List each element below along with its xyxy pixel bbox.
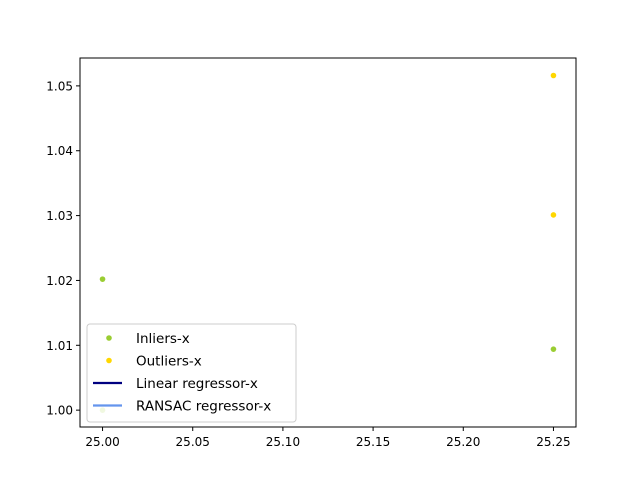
legend-label-1: Outliers-x [136,354,202,370]
x-tick-label-4: 25.20 [446,435,480,449]
y-tick-label-4: 1.04 [46,144,73,158]
point-0-0 [99,276,106,282]
y-tick-label-2: 1.02 [46,274,73,288]
point-1-1 [550,212,557,218]
x-axis: 25.00 25.05 25.10 25.15 25.20 25.25 [85,427,571,449]
legend-label-2: Linear regressor-x [136,376,258,392]
y-tick-label-1: 1.01 [46,339,73,353]
y-tick-label-3: 1.03 [46,209,73,223]
y-tick-label-5: 1.05 [46,79,73,93]
plot-frame [79,57,577,428]
legend-marker-0 [106,335,112,341]
legend: Inliers-x Outliers-x Linear regressor-x RAN… [86,323,297,423]
legend-label-3: RANSAC regressor-x [136,399,271,415]
x-tick-label-0: 25.00 [85,435,119,449]
point-0-2 [550,346,557,352]
legend-label-0: Inliers-x [136,331,190,347]
x-tick-label-5: 25.25 [536,435,570,449]
x-tick-label-1: 25.05 [176,435,210,449]
x-tick-label-2: 25.10 [266,435,300,449]
y-axis: 1.00 1.01 1.02 1.03 1.04 1.05 [46,79,80,418]
legend-box [86,323,297,423]
legend-marker-1 [106,357,112,364]
y-tick-label-0: 1.00 [46,404,73,418]
point-1-0 [550,72,557,79]
x-tick-label-3: 25.15 [356,435,390,449]
